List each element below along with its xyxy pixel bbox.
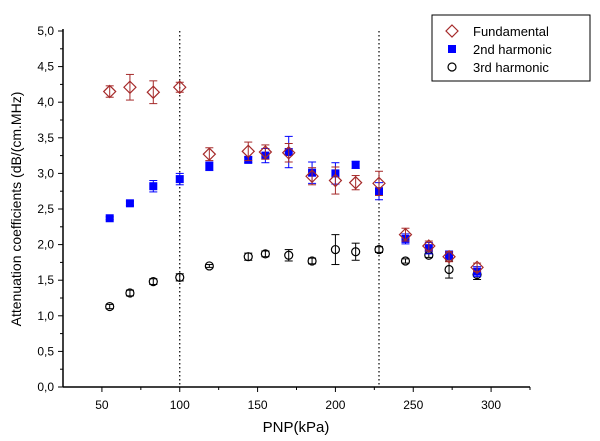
legend: Fundamental 2nd harmonic 3rd harmonic [431,14,591,82]
y-tick-label: 0,5 [37,344,54,358]
legend-label: 2nd harmonic [473,42,552,57]
x-tick-label: 300 [481,398,501,412]
data-point [148,277,158,287]
data-point [175,175,184,184]
data-point [258,145,273,159]
data-point [374,244,384,255]
x-tick-label: 50 [95,398,109,412]
data-point [307,256,317,266]
data-point [351,160,360,169]
data-point [400,256,411,266]
data-point [102,84,117,99]
x-tick-label: 100 [170,398,190,412]
x-tick-label: 250 [403,398,423,412]
data-point [202,147,217,162]
legend-box [431,14,591,82]
data-point [398,227,413,242]
data-point [149,182,158,191]
x-tick-label: 200 [325,398,345,412]
y-tick-label: 4,5 [37,60,54,74]
y-tick-label: 4,0 [37,95,54,109]
data-marks [102,73,484,312]
legend-marker [445,24,459,38]
y-tick-label: 2,5 [37,202,54,216]
data-point [305,169,319,184]
data-point [284,250,294,260]
data-point [241,144,256,159]
data-point [125,199,134,208]
legend-label: 3rd harmonic [473,60,549,75]
data-point [372,176,386,191]
axes: 50 100 150 200 250 300 0,0 0,5 1,0 1,5 2,0 2,5 3,0 3,… [37,24,531,412]
data-point [105,301,115,312]
data-point [172,80,187,95]
y-tick-label: 3,5 [37,131,54,145]
data-point [204,261,214,271]
data-point [260,249,270,259]
y-tick-label: 1,5 [37,273,54,287]
y-tick-label: 2,0 [37,238,54,252]
data-point [123,80,137,95]
x-axis-label: PNP(kPa) [263,419,330,436]
data-point [351,247,361,257]
y-tick-label: 0,0 [37,380,54,394]
y-tick-label: 1,0 [37,309,54,323]
data-point [243,252,253,262]
data-point [442,249,456,264]
data-point [205,162,214,171]
y-tick-label: 5,0 [37,24,54,38]
legend-marker [447,62,457,72]
data-point [328,173,343,188]
legend-label: Fundamental [473,24,549,39]
data-point [125,288,135,298]
data-point [470,260,484,275]
x-tick-label: 150 [248,398,268,412]
data-point [444,264,454,275]
data-point [281,145,296,160]
y-tick-label: 3,0 [37,166,54,180]
data-point [175,272,185,282]
data-point [348,175,363,190]
data-point [146,85,161,100]
data-point [105,214,114,223]
legend-marker [448,45,456,53]
y-axis-label: Attenuation coefficients (dB/(cm.MHz) [8,92,24,327]
data-point [421,239,436,253]
data-point [330,244,341,255]
